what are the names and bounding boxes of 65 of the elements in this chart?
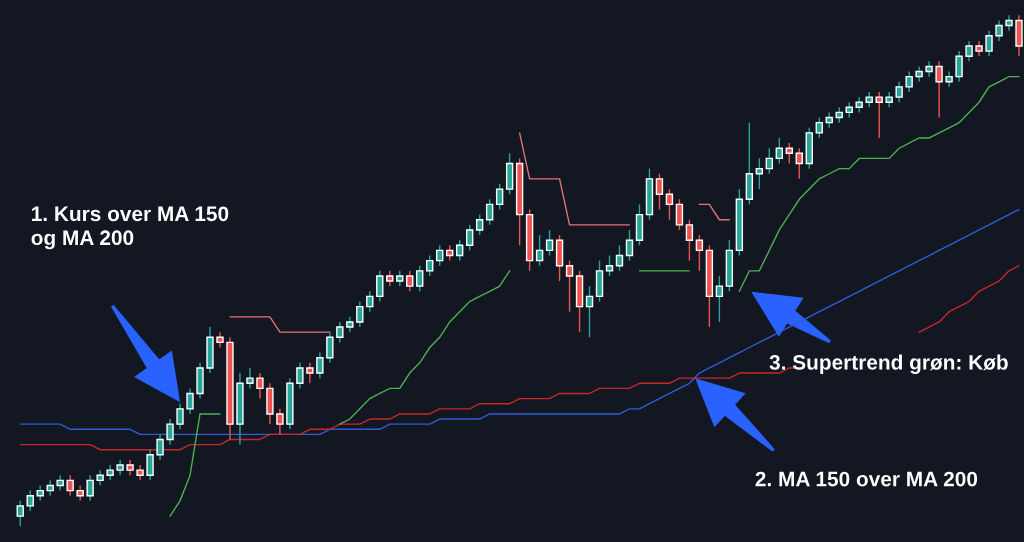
candlestick	[426, 254, 434, 277]
candlestick	[436, 244, 444, 267]
candlestick	[66, 474, 74, 497]
annotation: 3. Supertrend grøn: Køb	[769, 354, 1008, 374]
candlestick	[246, 367, 254, 390]
candlestick	[166, 418, 174, 446]
candlestick	[995, 19, 1003, 42]
candlestick	[685, 219, 694, 262]
candlestick	[366, 290, 374, 313]
candlestick	[46, 479, 54, 497]
candlestick	[326, 331, 334, 364]
candlestick	[1005, 14, 1013, 32]
candlestick	[875, 91, 883, 139]
annotation: 1. Kurs over MA 150 og MA 200	[31, 206, 229, 250]
candlestick	[675, 198, 684, 231]
candlestick	[495, 183, 504, 211]
candlestick	[146, 449, 154, 482]
candlestick	[765, 147, 774, 175]
candlestick	[895, 81, 903, 103]
candlestick	[416, 265, 424, 292]
candlestick	[925, 60, 933, 78]
candlestick	[485, 198, 494, 226]
candlestick	[306, 362, 314, 384]
candlestick	[615, 244, 624, 272]
candlestick	[316, 351, 324, 379]
candlestick	[356, 300, 364, 328]
annotation: 2. MA 150 over MA 200	[755, 471, 978, 487]
candlestick	[755, 157, 764, 190]
candlestick	[455, 239, 464, 262]
candlestick	[256, 372, 264, 400]
candlestick	[955, 50, 963, 83]
candlestick	[465, 224, 474, 252]
candlestick	[655, 173, 664, 211]
candlestick	[535, 234, 544, 267]
candlestick	[156, 433, 164, 461]
candlestick	[76, 484, 84, 502]
candlestick	[665, 188, 674, 221]
candlestick	[336, 321, 344, 344]
candlestick	[905, 70, 913, 93]
candlestick	[965, 40, 973, 63]
candlestick	[545, 229, 554, 257]
candlestick	[176, 403, 184, 430]
candlestick	[26, 489, 34, 512]
candlestick	[715, 275, 724, 323]
candlestick	[565, 259, 574, 313]
candlestick	[86, 474, 94, 502]
candlestick	[585, 285, 594, 338]
candlestick	[605, 254, 614, 277]
candlestick	[406, 270, 414, 292]
candlestick	[795, 147, 803, 180]
candlestick	[376, 270, 384, 303]
candlestick	[985, 29, 993, 57]
candlestick	[625, 229, 634, 262]
candlestick	[695, 234, 704, 272]
candlestick	[296, 362, 304, 390]
candlestick	[935, 60, 943, 119]
candlestick	[56, 474, 64, 492]
candlestick	[815, 116, 823, 139]
candlestick	[186, 387, 194, 415]
candlestick	[475, 213, 484, 236]
candlestick	[785, 142, 793, 165]
candlestick	[276, 408, 284, 436]
candlestick	[16, 500, 24, 528]
candlestick	[915, 65, 923, 83]
candlestick	[775, 137, 783, 165]
